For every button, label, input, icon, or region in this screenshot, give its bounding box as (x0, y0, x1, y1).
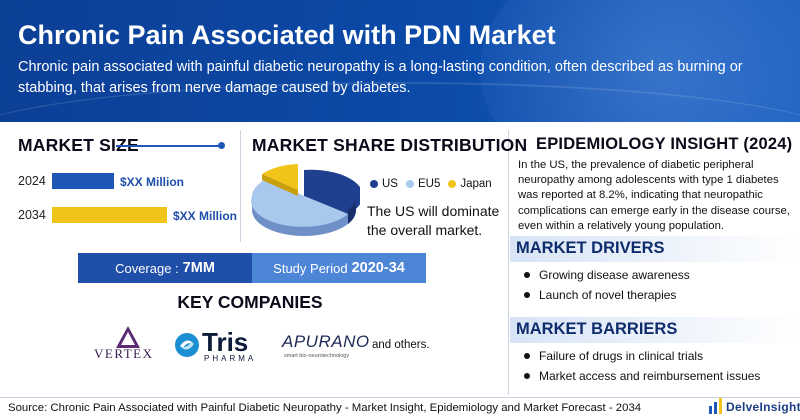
market-size-rule-dot (218, 142, 225, 149)
tris-pharma-logo: Tris PHARMA (174, 327, 274, 364)
driver-item: Launch of novel therapies (524, 288, 676, 302)
market-drivers-header: MARKET DRIVERS (510, 236, 800, 262)
bullet-icon (524, 292, 530, 298)
divider-left (240, 130, 241, 242)
epidemiology-heading: EPIDEMIOLOGY INSIGHT (2024) (536, 135, 793, 153)
key-companies-heading: KEY COMPANIES (177, 292, 323, 312)
barrier-item: Market access and reimbursement issues (524, 369, 760, 383)
footer-source: Source: Chronic Pain Associated with Pai… (8, 402, 642, 414)
coverage-label: Coverage : (115, 260, 179, 276)
market-barriers-header: MARKET BARRIERS (510, 317, 800, 343)
study-period-badge: Study Period 2020-34 (252, 253, 426, 283)
coverage-value: 7MM (182, 260, 215, 276)
market-share-legend: US EU5 Japan (370, 178, 492, 190)
pie-slice-japan-side (262, 174, 298, 196)
market-share-pie-3d (251, 164, 360, 236)
legend-item-japan: Japan (448, 178, 492, 190)
page-title: Chronic Pain Associated with PDN Market (18, 20, 556, 50)
header-banner: Chronic Pain Associated with PDN Market … (0, 0, 800, 122)
tris-swirl-icon (175, 333, 199, 357)
page-subtitle: Chronic pain associated with painful dia… (18, 59, 743, 96)
market-drivers-heading: MARKET DRIVERS (516, 239, 665, 257)
pie-slice-japan (262, 164, 298, 190)
coverage-badge: Coverage :7MM (78, 253, 252, 283)
vertex-logo-mark (116, 326, 140, 348)
legend-item-eu5: EU5 (405, 178, 440, 190)
study-period-value: 2020-34 (351, 260, 405, 276)
market-size-bar-2024 (52, 173, 114, 189)
other-companies-text: and others. (372, 339, 430, 351)
barrier-item: Failure of drugs in clinical trials (524, 349, 703, 363)
delveinsight-logo: DelveInsight (708, 396, 800, 418)
legend-item-us: US (370, 178, 398, 190)
bullet-icon (524, 353, 530, 359)
market-barriers-heading: MARKET BARRIERS (516, 320, 678, 338)
pie-slice-us-side (348, 196, 357, 224)
market-size-year-2024: 2024 (18, 174, 46, 188)
pie-slice-us (304, 169, 360, 214)
pie-slice-eu5 (251, 178, 348, 227)
market-size-rule-line (116, 145, 220, 147)
market-size-bar-2034 (52, 207, 167, 223)
delveinsight-mark-icon (709, 398, 722, 414)
market-size-value-2024: $XX Million (120, 175, 185, 189)
driver-item: Growing disease awareness (524, 268, 690, 282)
study-period-label: Study Period (273, 260, 348, 276)
market-size-year-2034: 2034 (18, 208, 46, 222)
epidemiology-text: In the US, the prevalence of diabetic pe… (518, 159, 790, 232)
bullet-icon (524, 272, 530, 278)
vertex-logo: VERTEX (92, 324, 164, 364)
bullet-icon (524, 373, 530, 379)
footer: Source: Chronic Pain Associated with Pai… (0, 397, 800, 420)
apurano-logo: APURANO smart bio-neurotechnology (282, 332, 370, 359)
pie-depth (252, 196, 356, 236)
market-share-heading: MARKET SHARE DISTRIBUTION (252, 135, 528, 155)
market-size-value-2034: $XX Million (173, 209, 238, 223)
market-size-heading: MARKET SIZE (18, 135, 139, 155)
market-share-text: The US will dominate the overall market. (367, 203, 500, 238)
divider-right (508, 130, 509, 395)
